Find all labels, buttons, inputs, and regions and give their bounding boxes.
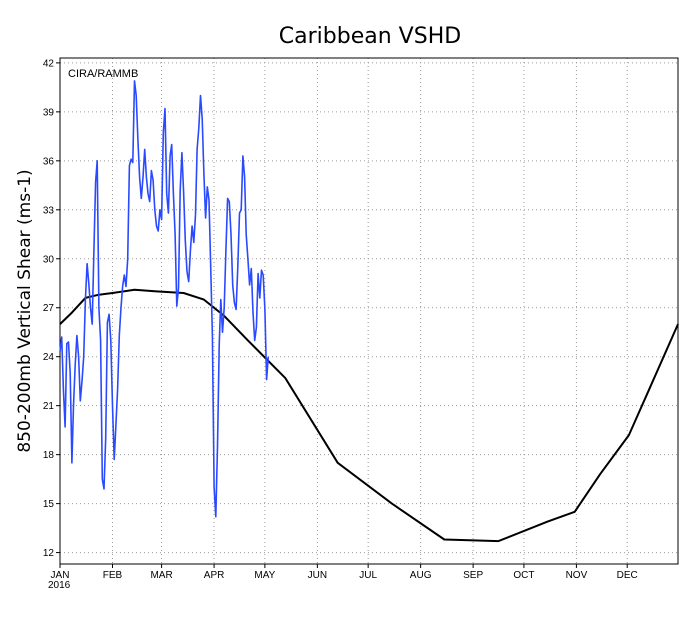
observed-shear-line: [59, 80, 270, 518]
y-tick-label: 18: [43, 450, 55, 461]
y-tick-label: 27: [43, 303, 55, 314]
y-tick-label: 33: [43, 205, 55, 216]
grid: [60, 58, 678, 564]
y-tick-label: 24: [43, 352, 55, 363]
y-tick-label: 42: [43, 58, 55, 69]
y-tick-label: 36: [43, 156, 55, 167]
x-tick-label: NOV: [566, 570, 588, 581]
plot-frame: [59, 57, 679, 565]
x-tick-label: FEB: [103, 570, 123, 581]
x-tick-label: JAN: [51, 570, 70, 581]
x-tick-label: DEC: [617, 570, 638, 581]
y-tick-label: 30: [43, 254, 55, 265]
year-label: 2016: [48, 580, 71, 591]
y-tick-label: 15: [43, 499, 55, 510]
y-tick-label: 21: [43, 401, 55, 412]
x-tick-label: MAY: [254, 570, 275, 581]
chart-title: Caribbean VSHD: [279, 24, 461, 49]
y-axis-label: 850-200mb Vertical Shear (ms-1): [15, 169, 35, 452]
credit-label: CIRA/RAMMB: [68, 68, 138, 80]
y-tick-label: 39: [43, 107, 55, 118]
x-tick-label: SEP: [463, 570, 483, 581]
x-tick-label: MAR: [150, 570, 172, 581]
x-tick-label: APR: [204, 570, 225, 581]
series-group: [59, 80, 679, 543]
y-tick-label: 12: [43, 548, 55, 559]
x-tick-label: OCT: [513, 570, 534, 581]
x-tick-label: AUG: [410, 570, 432, 581]
y-axis: 12 15 18 21 24 27 30 33 36 39 42: [43, 58, 60, 559]
x-axis: JAN FEB MAR APR MAY JUN JUL AUG SEP OCT NOV DEC: [51, 564, 638, 581]
x-tick-label: JUN: [308, 570, 327, 581]
x-tick-label: JUL: [359, 570, 377, 581]
